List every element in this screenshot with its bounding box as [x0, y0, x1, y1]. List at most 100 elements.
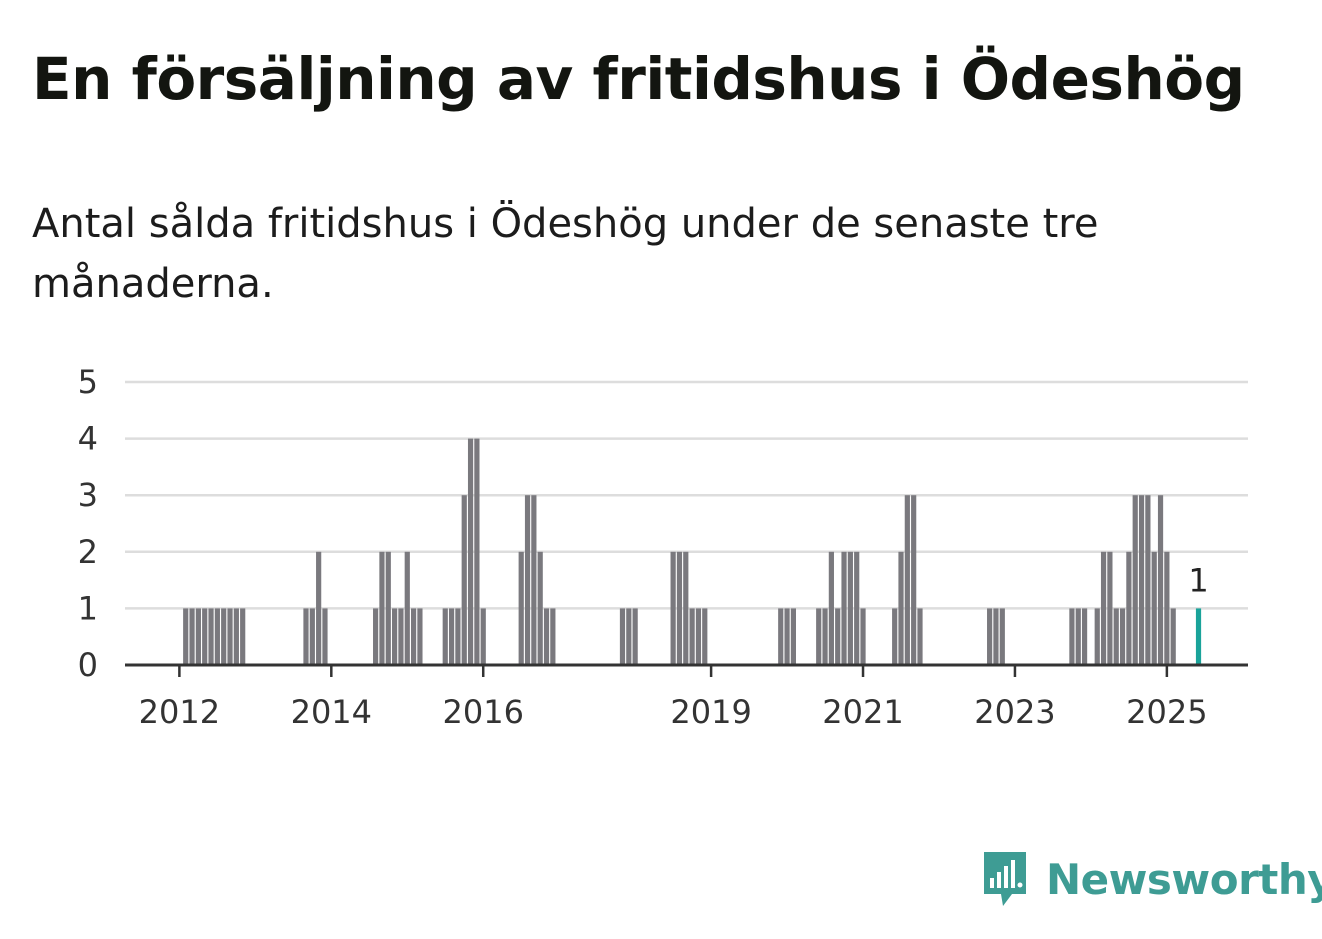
bar — [240, 608, 246, 665]
bar — [410, 608, 417, 665]
bar — [550, 608, 556, 665]
bar — [537, 551, 543, 665]
bar — [790, 608, 796, 665]
bar — [183, 608, 189, 665]
data-label: 1 — [1188, 561, 1208, 599]
x-tick-label: 2019 — [670, 693, 751, 731]
bar — [911, 495, 917, 665]
brand-name: Newsworthy — [1046, 854, 1322, 904]
bar — [531, 495, 537, 665]
bar — [379, 551, 385, 665]
bar — [455, 608, 461, 665]
bar — [474, 438, 480, 665]
bar — [316, 551, 322, 665]
bar — [195, 608, 201, 665]
bar — [917, 608, 923, 665]
bar — [404, 551, 410, 665]
bar — [999, 608, 1005, 665]
bar — [417, 608, 423, 665]
bar — [695, 608, 702, 665]
y-tick-label: 5 — [78, 363, 98, 401]
x-tick-label: 2012 — [139, 693, 220, 731]
bar — [524, 495, 531, 665]
bar — [860, 608, 866, 665]
bar — [835, 608, 841, 665]
bar — [1075, 608, 1081, 665]
bar — [221, 608, 227, 665]
bar — [1145, 495, 1151, 665]
bar — [898, 551, 904, 665]
bar — [1094, 608, 1100, 665]
bar — [385, 551, 391, 665]
bar — [676, 551, 683, 665]
bar — [626, 608, 632, 665]
bar — [1151, 551, 1157, 665]
bar — [1138, 495, 1145, 665]
bar — [303, 608, 309, 665]
bar — [841, 551, 847, 665]
x-tick-label: 2021 — [822, 693, 903, 731]
bar — [632, 608, 638, 665]
bar — [1164, 551, 1170, 665]
bar — [892, 608, 898, 665]
y-tick-label: 2 — [78, 533, 98, 571]
bar — [1195, 608, 1202, 665]
bar — [518, 551, 524, 665]
bar — [816, 608, 822, 665]
y-tick-label: 4 — [78, 420, 98, 458]
bar — [987, 608, 993, 665]
y-tick-label: 0 — [78, 646, 98, 684]
bar — [467, 438, 474, 665]
bar — [214, 608, 220, 665]
bar-chart: 0 1 2 3 4 5 1 2012 2014 2016 2019 2021 2023 2025 — [78, 363, 1248, 731]
bar — [189, 608, 195, 665]
x-tick-label: 2025 — [1126, 693, 1207, 731]
bar — [904, 495, 910, 665]
chart-subtitle: Antal sålda fritidshus i Ödeshög under d… — [32, 201, 1099, 307]
page-title: En försäljning av fritidshus i Ödeshög — [32, 45, 1245, 113]
bar — [702, 608, 708, 665]
newsworthy-logo-icon — [984, 852, 1026, 906]
bar — [202, 608, 208, 665]
bar — [543, 608, 550, 665]
bar — [854, 551, 860, 665]
bar — [1107, 551, 1113, 665]
y-tick-label: 3 — [78, 476, 98, 514]
x-tick-label: 2023 — [974, 693, 1055, 731]
bar — [1132, 495, 1138, 665]
bar — [828, 551, 834, 665]
y-tick-label: 1 — [78, 589, 98, 627]
bar — [309, 608, 315, 665]
bar — [461, 495, 467, 665]
bar — [1157, 495, 1164, 665]
bar — [480, 608, 486, 665]
bar — [322, 608, 328, 665]
bar — [670, 551, 676, 665]
bar — [233, 608, 239, 665]
bar — [619, 608, 626, 665]
bar — [442, 608, 448, 665]
bar — [227, 608, 233, 665]
bar — [1113, 608, 1119, 665]
bar — [1170, 608, 1176, 665]
bar — [822, 608, 828, 665]
bar — [847, 551, 853, 665]
x-tick-label: 2014 — [291, 693, 372, 731]
bar — [1126, 551, 1132, 665]
bar — [689, 608, 695, 665]
bar — [1119, 608, 1126, 665]
bar — [208, 608, 214, 665]
bar — [1100, 551, 1107, 665]
bar — [1069, 608, 1075, 665]
x-tick-label: 2016 — [443, 693, 524, 731]
bar — [683, 551, 689, 665]
bar — [784, 608, 790, 665]
bar — [993, 608, 999, 665]
bar — [778, 608, 784, 665]
bar — [398, 608, 404, 665]
brand-logo: Newsworthy — [980, 848, 1322, 910]
bar — [392, 608, 398, 665]
bar — [448, 608, 455, 665]
bar — [1081, 608, 1088, 665]
bar — [373, 608, 379, 665]
